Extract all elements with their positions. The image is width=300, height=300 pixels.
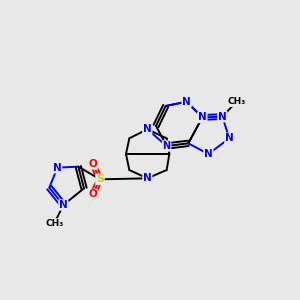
Text: N: N [182,97,191,107]
Text: O: O [88,159,97,169]
Text: N: N [183,97,191,107]
Text: N: N [218,112,227,122]
Text: N: N [143,173,152,183]
Text: N: N [198,112,206,122]
Text: N: N [59,200,68,210]
Text: N: N [163,141,171,151]
Text: CH₃: CH₃ [227,97,246,106]
Text: CH₃: CH₃ [227,97,246,106]
Text: O: O [88,189,97,199]
Text: CH₃: CH₃ [45,219,64,228]
Text: N: N [53,163,62,173]
Text: N: N [198,112,207,122]
Text: S: S [96,174,104,184]
Text: N: N [143,124,152,134]
Text: N: N [204,149,213,159]
Text: N: N [225,133,234,143]
